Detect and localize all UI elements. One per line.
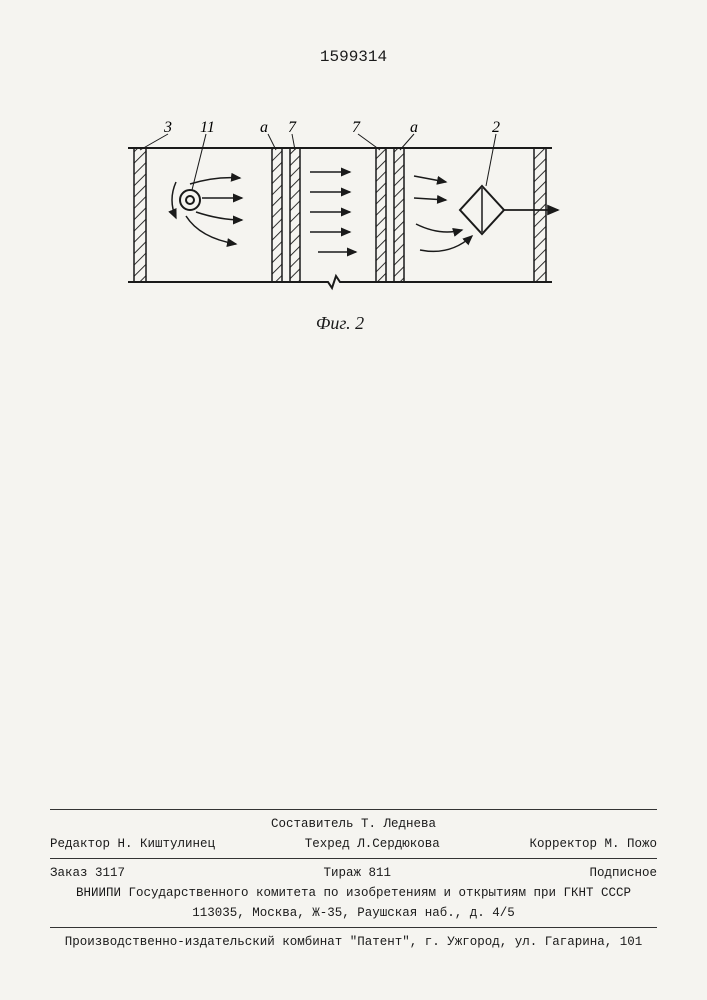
- org1: ВНИИПИ Государственного комитета по изоб…: [50, 883, 657, 903]
- compiler-line: Составитель Т. Леднева: [50, 814, 657, 834]
- compiler-name: Т. Леднева: [361, 817, 436, 831]
- rule-mid2: [50, 927, 657, 928]
- corrector-name: М. Пожо: [604, 837, 657, 851]
- editor-name: Н. Киштулинец: [118, 837, 216, 851]
- colophon: Составитель Т. Леднева Редактор Н. Кишту…: [50, 805, 657, 952]
- label-11: 11: [200, 120, 215, 136]
- addr1: 113035, Москва, Ж-35, Раушская наб., д. …: [50, 903, 657, 923]
- figure-caption: Фиг. 2: [120, 313, 560, 334]
- tirazh-label: Тираж: [323, 866, 361, 880]
- rule-mid1: [50, 858, 657, 859]
- org2: Производственно-издательский комбинат "П…: [50, 932, 657, 952]
- corrector-block: Корректор М. Пожо: [529, 834, 657, 854]
- tirazh-block: Тираж 811: [323, 863, 391, 883]
- order-label: Заказ: [50, 866, 88, 880]
- compiler-label: Составитель: [271, 817, 354, 831]
- techred-name: Л.Сердюкова: [357, 837, 440, 851]
- order-block: Заказ 3117: [50, 863, 125, 883]
- figure-2: 3 11 а 7 7 а 2 Фиг. 2: [120, 120, 560, 330]
- tirazh-num: 811: [369, 866, 392, 880]
- editor-block: Редактор Н. Киштулинец: [50, 834, 215, 854]
- label-7a: 7: [288, 120, 297, 136]
- techred-label: Техред: [305, 837, 350, 851]
- patent-number: 1599314: [0, 48, 707, 66]
- editor-label: Редактор: [50, 837, 110, 851]
- corrector-label: Корректор: [529, 837, 597, 851]
- page: 1599314: [0, 0, 707, 1000]
- rule-top: [50, 809, 657, 810]
- order-row: Заказ 3117 Тираж 811 Подписное: [50, 863, 657, 883]
- label-2: 2: [492, 120, 500, 136]
- label-a2: а: [410, 120, 418, 136]
- figure-svg: 3 11 а 7 7 а 2: [120, 120, 560, 310]
- label-7b: 7: [352, 120, 361, 136]
- techred-block: Техред Л.Сердюкова: [305, 834, 440, 854]
- subscription: Подписное: [589, 863, 657, 883]
- order-num: 3117: [95, 866, 125, 880]
- credits-row: Редактор Н. Киштулинец Техред Л.Сердюков…: [50, 834, 657, 854]
- label-a1: а: [260, 120, 268, 136]
- label-3: 3: [163, 120, 172, 136]
